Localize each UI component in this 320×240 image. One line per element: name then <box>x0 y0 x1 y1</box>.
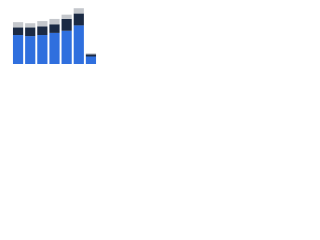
bar-segment <box>12 35 24 64</box>
bar-segment <box>49 18 60 25</box>
bar-segment <box>49 32 60 64</box>
bar-segment <box>37 21 48 27</box>
bar-segment <box>85 54 97 57</box>
bar-segment <box>61 14 72 19</box>
chart <box>12 8 97 65</box>
bar-segment <box>61 30 72 65</box>
bar-segment <box>85 53 97 55</box>
bar-segment <box>73 8 84 14</box>
page: {"chart_data": {"type": "stacked-bar", "… <box>0 0 100 71</box>
bar-segment <box>25 23 36 28</box>
bar-segment <box>25 36 36 64</box>
bar-segment <box>73 25 84 64</box>
bar-segment <box>61 18 72 31</box>
bar-segment <box>37 35 48 64</box>
bar-segment <box>85 56 97 64</box>
bar-segment <box>25 27 36 37</box>
bar-segment <box>73 13 84 26</box>
bar-segment <box>37 26 48 36</box>
bar-segment <box>12 22 24 28</box>
bar-segment <box>49 24 60 33</box>
bar-segment <box>12 27 24 36</box>
